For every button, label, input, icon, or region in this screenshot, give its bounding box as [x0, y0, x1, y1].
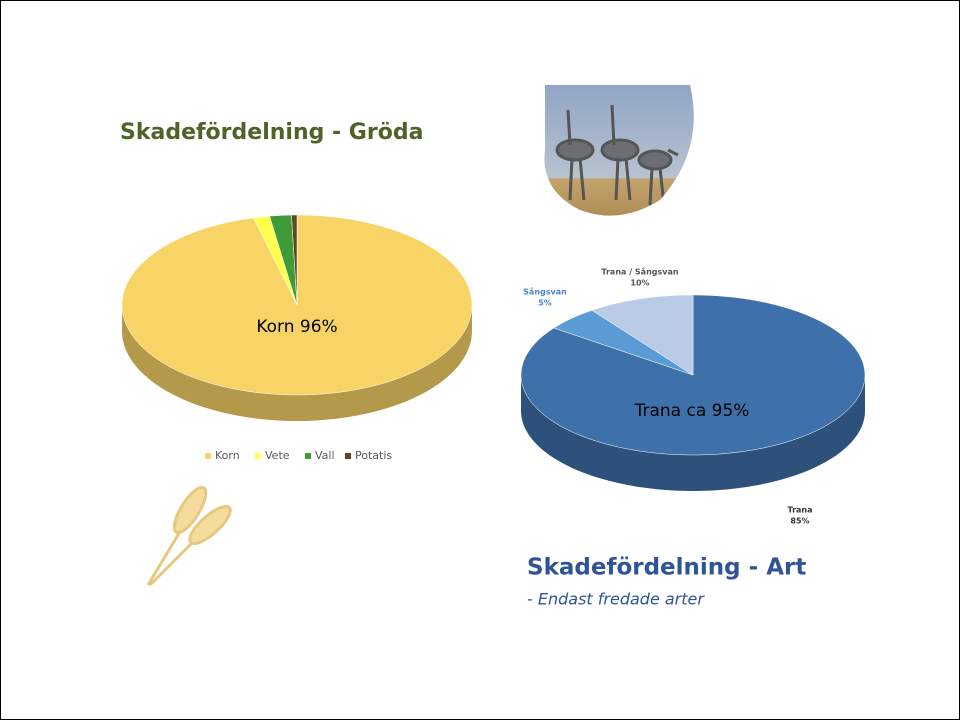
- chart-subtitle: - Endast fredade arter: [527, 590, 705, 609]
- chart-title: Skadefördelning - Art: [527, 555, 806, 581]
- legend-label: Vete: [265, 449, 290, 462]
- legend-label: Potatis: [355, 449, 392, 462]
- legend-swatch: [205, 453, 211, 459]
- legend-swatch: [345, 453, 351, 459]
- slice-label: Trana: [787, 506, 812, 515]
- pie-annotation: Trana ca 95%: [634, 401, 750, 421]
- slice-label: Trana / Sångsvan: [601, 267, 678, 277]
- slice-value-label: 10%: [630, 279, 649, 288]
- chart-title: Skadefördelning - Gröda: [120, 120, 423, 145]
- wheat-illustration: [146, 485, 232, 587]
- pie-slice-side: [521, 375, 865, 491]
- crane-photo: [544, 85, 694, 216]
- pie-slice: [591, 294, 694, 376]
- legend-label: Korn: [215, 449, 240, 462]
- slice-label: Sångsvan: [523, 287, 567, 297]
- pie-slice-side: [122, 305, 472, 421]
- pie-slice: [291, 214, 298, 306]
- legend-swatch: [255, 453, 261, 459]
- legend-label: Vall: [315, 449, 335, 462]
- slice-value-label: 5%: [538, 299, 552, 308]
- slice-value-label: 85%: [790, 517, 809, 526]
- pie-annotation: Korn 96%: [256, 317, 337, 337]
- legend-swatch: [305, 453, 311, 459]
